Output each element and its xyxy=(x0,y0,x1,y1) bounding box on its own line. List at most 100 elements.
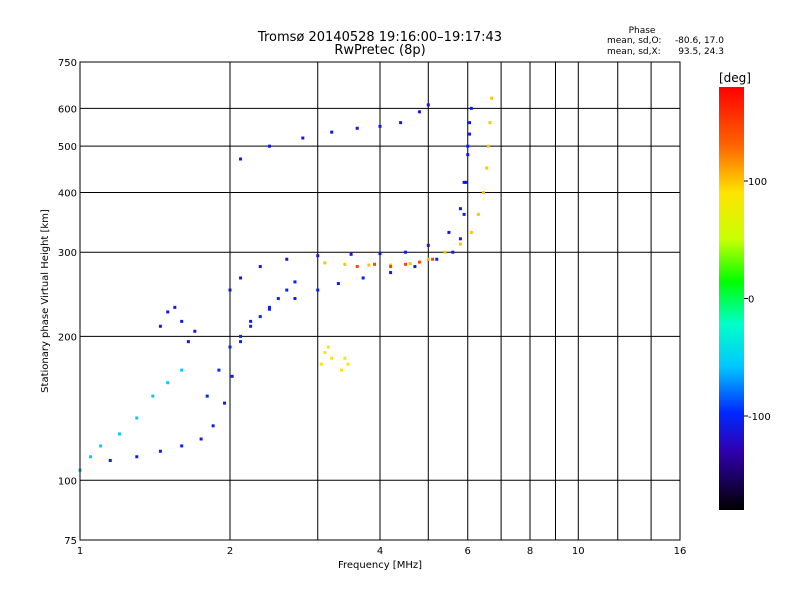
data-point xyxy=(323,261,327,265)
data-point xyxy=(239,276,243,280)
data-point xyxy=(267,305,271,309)
data-point xyxy=(239,340,243,344)
data-point xyxy=(462,212,466,216)
data-point xyxy=(413,265,417,269)
x-axis-ticks: 1 2 4 6 8 10 16 xyxy=(77,546,687,557)
stats-heading: Phase xyxy=(629,26,656,36)
data-point xyxy=(476,212,480,216)
stats-line1-value: -80.6, 17.0 xyxy=(675,36,724,46)
grid-lines xyxy=(80,62,680,540)
colorbar-unit: [deg] xyxy=(719,71,751,85)
data-point xyxy=(373,262,377,266)
data-point xyxy=(258,315,262,319)
data-point xyxy=(117,432,121,436)
data-point xyxy=(426,243,430,247)
data-point xyxy=(239,157,243,161)
data-point xyxy=(267,144,271,148)
data-point xyxy=(346,362,350,366)
data-point xyxy=(239,334,243,338)
x-tick-label: 6 xyxy=(465,546,471,557)
data-point xyxy=(389,271,393,275)
data-point xyxy=(408,262,412,266)
data-point xyxy=(417,110,421,114)
data-point xyxy=(443,250,447,254)
data-point xyxy=(389,265,393,269)
data-point xyxy=(399,121,403,125)
x-tick-label: 10 xyxy=(572,546,585,557)
data-point xyxy=(355,126,359,130)
data-point xyxy=(89,455,93,459)
data-point xyxy=(249,319,253,323)
data-point xyxy=(186,340,190,344)
y-tick-label: 400 xyxy=(58,188,77,199)
y-tick-label: 600 xyxy=(58,104,77,115)
data-point xyxy=(403,262,407,266)
data-point xyxy=(458,207,462,211)
y-tick-label: 300 xyxy=(58,248,77,259)
data-point xyxy=(99,444,103,448)
stats-line2-value: 93.5, 24.3 xyxy=(678,47,724,57)
y-tick-label: 500 xyxy=(58,142,77,153)
data-point xyxy=(158,449,162,453)
plot-frame xyxy=(79,61,681,541)
data-point xyxy=(485,166,489,170)
data-point xyxy=(343,356,347,360)
data-point xyxy=(258,265,262,269)
data-point xyxy=(403,250,407,254)
data-point xyxy=(293,297,297,301)
data-point xyxy=(447,230,451,234)
chart-subtitle: RwPretec (8p) xyxy=(334,43,425,58)
data-point xyxy=(166,310,170,314)
data-point xyxy=(378,124,382,128)
data-point xyxy=(468,132,472,136)
data-point xyxy=(468,121,472,125)
y-tick-label: 75 xyxy=(64,536,77,547)
data-point xyxy=(466,153,470,157)
y-tick-label: 750 xyxy=(58,58,77,69)
data-point xyxy=(458,242,462,246)
data-point xyxy=(267,307,271,311)
data-point xyxy=(228,288,232,292)
data-point xyxy=(180,319,184,323)
data-point xyxy=(458,237,462,241)
data-point xyxy=(285,257,289,261)
stats-line1-label: mean, sd,O: xyxy=(607,36,661,46)
data-point xyxy=(488,121,492,125)
x-tick-label: 16 xyxy=(674,546,687,557)
x-tick-label: 4 xyxy=(377,546,383,557)
data-point xyxy=(316,288,320,292)
data-point xyxy=(211,424,215,428)
data-point xyxy=(205,394,209,398)
data-point xyxy=(343,262,347,266)
colorbar-tick-label: -100 xyxy=(748,412,771,423)
data-point xyxy=(180,444,184,448)
data-point xyxy=(173,305,177,309)
data-point xyxy=(367,263,371,267)
colorbar-tick-label: 100 xyxy=(748,177,767,188)
data-point xyxy=(217,368,221,372)
data-point xyxy=(151,394,155,398)
data-point xyxy=(316,254,320,258)
data-point xyxy=(228,345,232,349)
data-point xyxy=(319,362,323,366)
data-point xyxy=(349,252,353,256)
data-point xyxy=(276,297,280,301)
data-point xyxy=(108,458,112,462)
data-point xyxy=(193,329,197,333)
data-point xyxy=(466,144,470,148)
data-point xyxy=(464,180,468,184)
y-axis-label: Stationary phase Virtual Height [km] xyxy=(40,209,51,393)
data-point xyxy=(426,257,430,261)
data-point xyxy=(301,136,305,140)
data-point xyxy=(451,250,455,254)
data-point xyxy=(199,437,203,441)
data-point xyxy=(158,324,162,328)
x-tick-label: 1 xyxy=(77,546,83,557)
data-point xyxy=(249,324,253,328)
data-point xyxy=(223,401,227,405)
data-point xyxy=(355,265,359,269)
data-point xyxy=(293,280,297,284)
data-point xyxy=(285,288,289,292)
stats-line2-label: mean, sd,X: xyxy=(607,47,661,57)
